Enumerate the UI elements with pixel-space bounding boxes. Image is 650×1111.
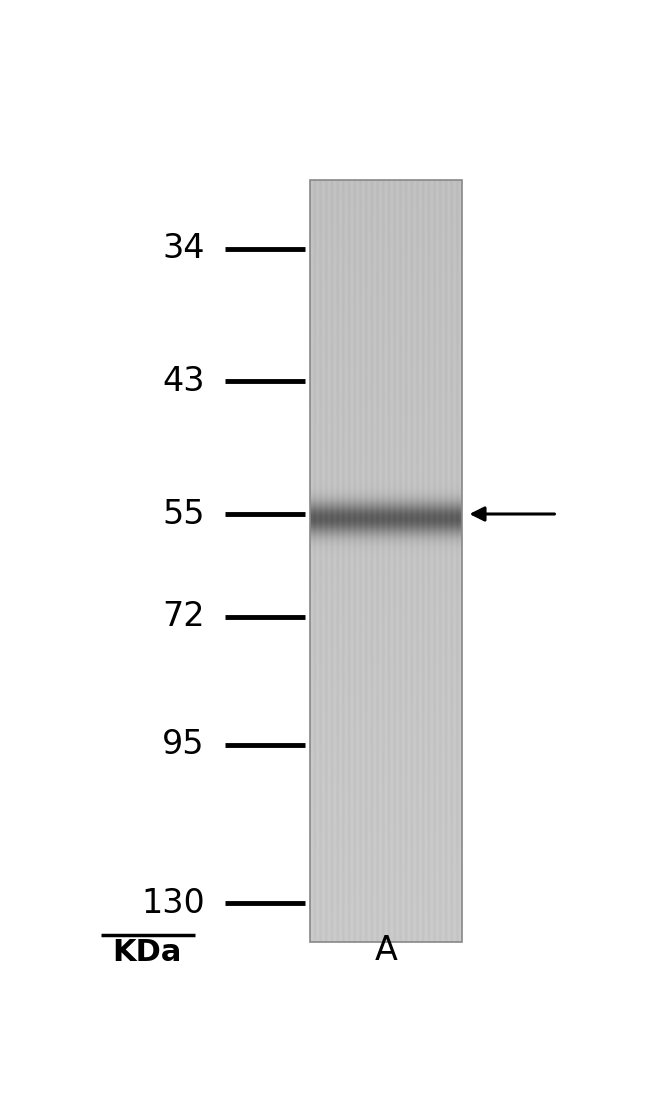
Text: KDa: KDa <box>112 939 181 968</box>
Text: 95: 95 <box>162 729 205 761</box>
Text: A: A <box>374 934 397 968</box>
Text: 34: 34 <box>162 232 205 266</box>
Text: 72: 72 <box>162 600 205 633</box>
Text: 55: 55 <box>162 498 205 531</box>
Bar <box>311 180 462 942</box>
Text: 130: 130 <box>141 887 205 920</box>
Text: 43: 43 <box>162 364 205 398</box>
